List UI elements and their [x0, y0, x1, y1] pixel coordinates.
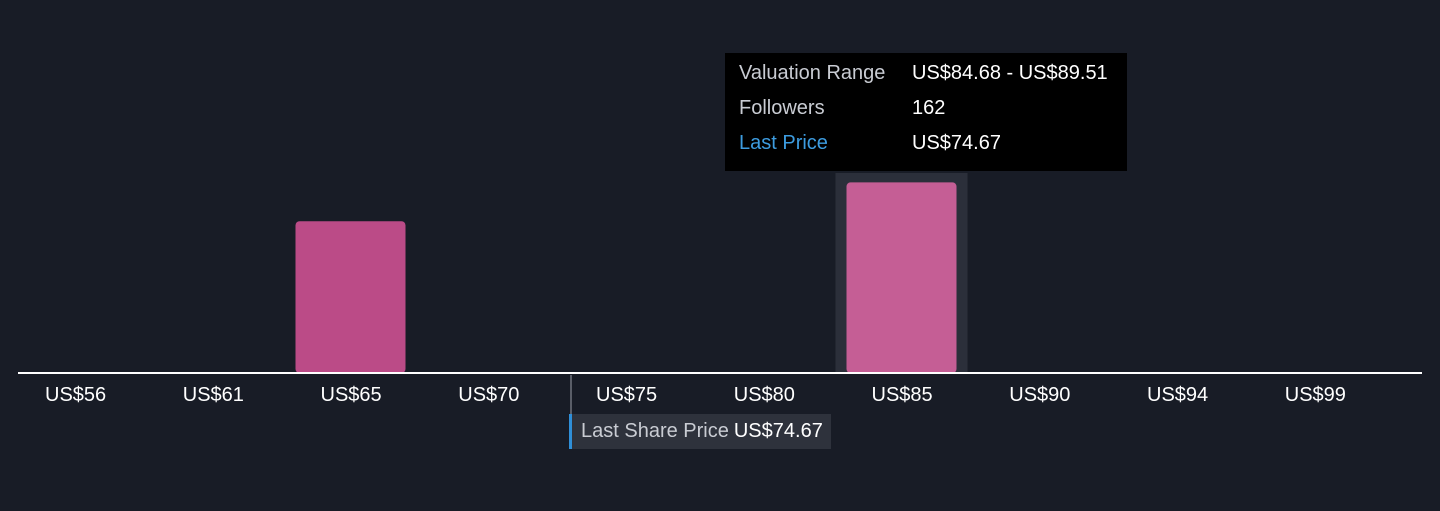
bar[interactable] — [846, 182, 957, 373]
x-tick-label: US$75 — [596, 384, 657, 406]
tooltip-value: 162 — [912, 97, 946, 119]
tooltip-key: Followers — [739, 97, 825, 119]
last-share-price-value: US$74.67 — [733, 420, 823, 442]
x-tick-label: US$65 — [321, 384, 382, 406]
x-tick-label: US$99 — [1285, 384, 1346, 406]
tooltip-value: US$84.68 - US$89.51 — [912, 62, 1108, 84]
x-tick-label: US$85 — [872, 384, 933, 406]
x-tick-label: US$56 — [45, 384, 106, 406]
bar[interactable] — [295, 221, 406, 373]
tooltip-key: Last Price — [739, 132, 828, 154]
x-tick-label: US$90 — [1009, 384, 1070, 406]
tooltip-key: Valuation Range — [739, 62, 886, 84]
x-tick-labels: US$56 US$61 US$65 US$70 US$75 US$80 US$85 US$90… — [45, 384, 1346, 406]
x-tick-label: US$61 — [183, 384, 244, 406]
last-share-price-label: Last Share Price — [581, 420, 729, 442]
x-tick-label: US$70 — [458, 384, 519, 406]
last-share-price-flag: Last Share Price US$74.67 — [569, 414, 831, 449]
tooltip-value: US$74.67 — [912, 132, 1001, 154]
x-tick-label: US$94 — [1147, 384, 1208, 406]
bars-layer — [295, 182, 957, 373]
x-tick-label: US$80 — [734, 384, 795, 406]
bar-tooltip: Valuation Range US$84.68 - US$89.51 Foll… — [725, 53, 1127, 171]
